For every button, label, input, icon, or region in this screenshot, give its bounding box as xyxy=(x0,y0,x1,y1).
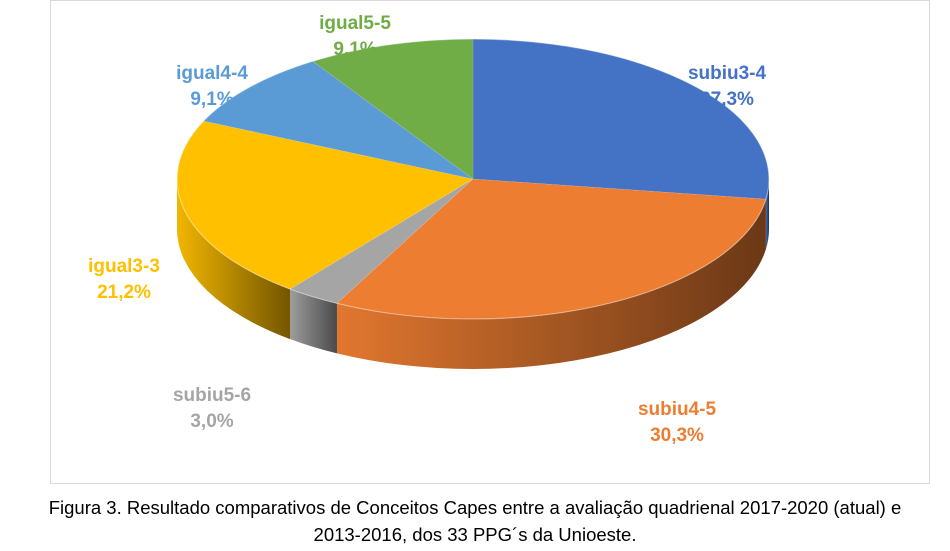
pie-label-name-igual4-4: igual4-4 xyxy=(176,63,248,84)
pie-label-value-igual4-4: 9,1% xyxy=(190,89,233,110)
pie-side-subiu3-4 xyxy=(765,179,769,250)
caption-line-1: Figura 3. Resultado comparativos de Conc… xyxy=(48,497,902,518)
pie-slices xyxy=(176,38,770,320)
pie-slice-igual3-3 xyxy=(176,120,474,290)
pie-side-subiu4-5 xyxy=(336,199,766,369)
pie-label-name-subiu3-4: subiu3-4 xyxy=(688,63,767,84)
pie-label-name-igual5-5: igual5-5 xyxy=(319,13,391,34)
pie-label-value-subiu4-5: 30,3% xyxy=(650,425,704,446)
pie-side-igual3-3 xyxy=(177,179,291,340)
pie-label-value-subiu5-6: 3,0% xyxy=(190,411,233,432)
pie-chart: subiu3-4 27,3% subiu4-5 30,3% subiu5-6 3,0% ig… xyxy=(88,13,770,446)
figure-caption: Figura 3. Resultado comparativos de Conc… xyxy=(0,494,950,548)
pie-rim-highlight xyxy=(176,38,770,320)
pie-slice-subiu5-6 xyxy=(289,178,474,304)
pie-label-name-igual3-3: igual3-3 xyxy=(88,256,160,277)
pie-slice-subiu3-4 xyxy=(472,38,770,200)
pie-label-name-subiu4-5: subiu4-5 xyxy=(638,399,717,420)
pie-label-value-igual3-3: 21,2% xyxy=(97,282,151,303)
chart-frame: subiu3-4 27,3% subiu4-5 30,3% subiu5-6 3,0% ig… xyxy=(50,0,930,484)
pie-slice-subiu4-5 xyxy=(336,178,767,320)
pie-labels: subiu3-4 27,3% subiu4-5 30,3% subiu5-6 3,0% ig… xyxy=(88,13,766,446)
pie-label-name-subiu5-6: subiu5-6 xyxy=(173,385,251,406)
pie-slice-igual4-4 xyxy=(203,60,474,180)
pie-label-value-igual5-5: 9,1% xyxy=(333,39,376,60)
pie-side-subiu5-6 xyxy=(290,289,337,354)
pie-label-value-subiu3-4: 27,3% xyxy=(700,89,754,110)
caption-line-2: 2013-2016, dos 33 PPG´s da Unioeste. xyxy=(313,524,637,545)
pie-side-walls xyxy=(177,179,769,369)
pie-slice-igual5-5 xyxy=(312,38,474,180)
